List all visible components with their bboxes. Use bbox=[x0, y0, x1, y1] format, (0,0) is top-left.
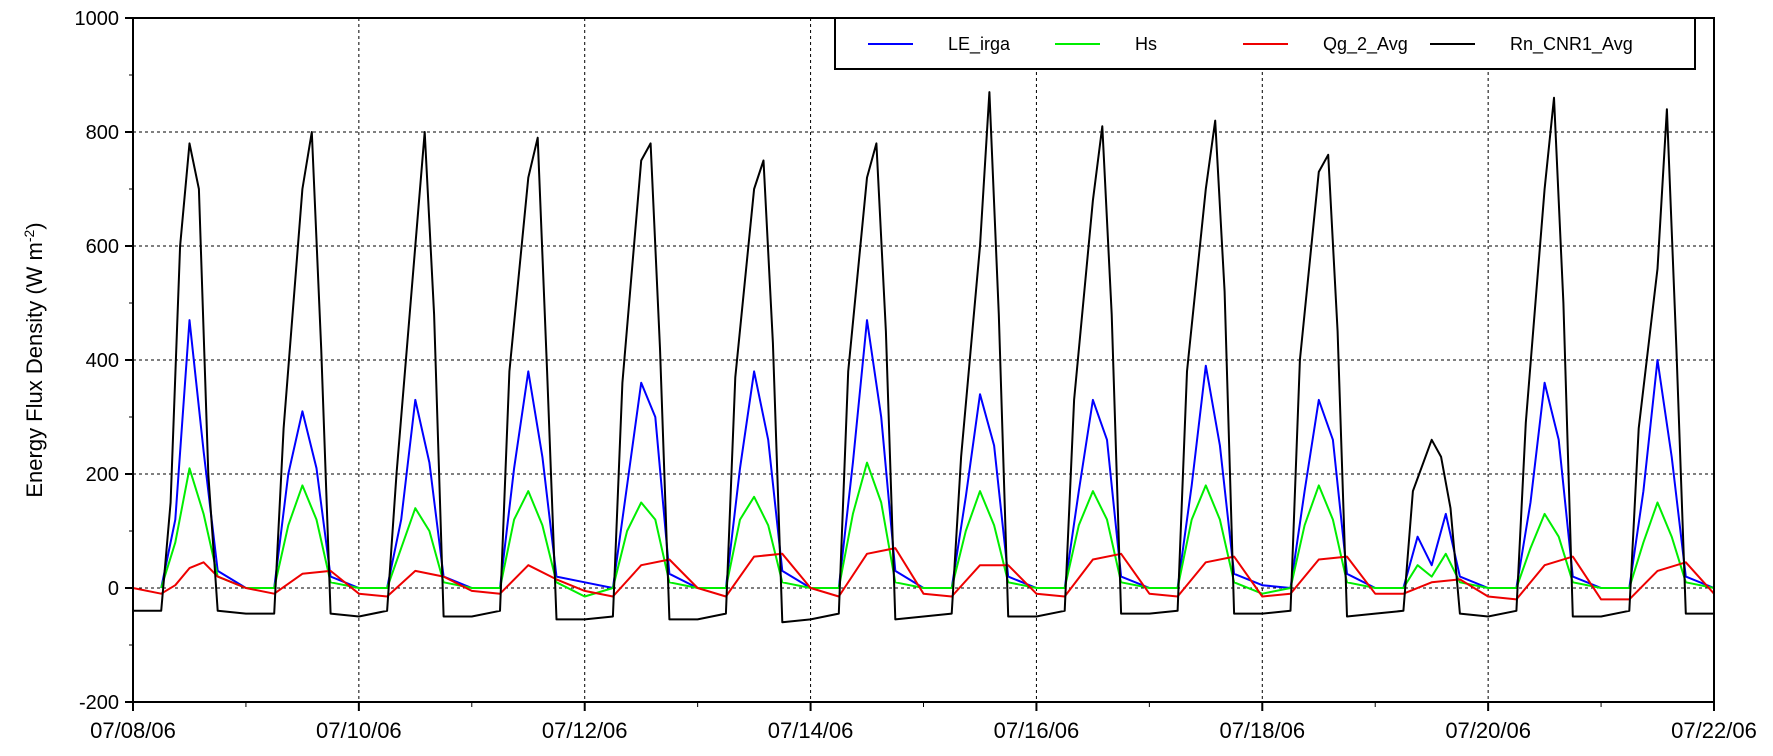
series-line-qg-2-avg bbox=[132, 547, 1715, 601]
y-tick-label: -200 bbox=[79, 692, 119, 714]
x-tick-label: 07/10/06 bbox=[316, 718, 402, 743]
grid-lines bbox=[133, 18, 1714, 702]
legend-items: LE_irga Hs Qg_2_Avg Rn_CNR1_Avg bbox=[868, 34, 1633, 55]
legend-label: LE_irga bbox=[948, 34, 1011, 55]
x-tick-label: 07/20/06 bbox=[1445, 718, 1531, 743]
legend: LE_irga Hs Qg_2_Avg Rn_CNR1_Avg bbox=[834, 17, 1696, 70]
x-tick-label: 07/08/06 bbox=[90, 718, 176, 743]
y-tick-label: 200 bbox=[86, 464, 119, 486]
series-line-hs bbox=[160, 461, 1715, 598]
legend-label: Qg_2_Avg bbox=[1323, 34, 1408, 55]
y-tick-label: 0 bbox=[108, 578, 119, 600]
y-axis-title: Energy Flux Density (W m-2) bbox=[21, 222, 47, 497]
x-tick-label: 07/22/06 bbox=[1671, 718, 1757, 743]
legend-label: Hs bbox=[1135, 34, 1157, 54]
x-tick-label: 07/14/06 bbox=[768, 718, 854, 743]
y-tick-label: 800 bbox=[86, 122, 119, 144]
y-axis-ticks: -200 0 200 400 600 800 1000 bbox=[75, 8, 133, 714]
series-lines bbox=[132, 91, 1715, 624]
legend-label: Rn_CNR1_Avg bbox=[1510, 34, 1633, 55]
x-tick-label: 07/18/06 bbox=[1219, 718, 1305, 743]
x-axis-ticks: 07/08/06 07/10/06 07/12/06 07/14/06 07/16/06… bbox=[90, 702, 1757, 743]
x-tick-label: 07/12/06 bbox=[542, 718, 628, 743]
y-tick-label: 600 bbox=[86, 236, 119, 258]
x-tick-label: 07/16/06 bbox=[994, 718, 1080, 743]
y-tick-label: 1000 bbox=[75, 8, 120, 30]
series-line-rn-cnr1-avg bbox=[133, 91, 1714, 624]
plot-frame bbox=[132, 17, 1715, 703]
y-tick-label: 400 bbox=[86, 350, 119, 372]
